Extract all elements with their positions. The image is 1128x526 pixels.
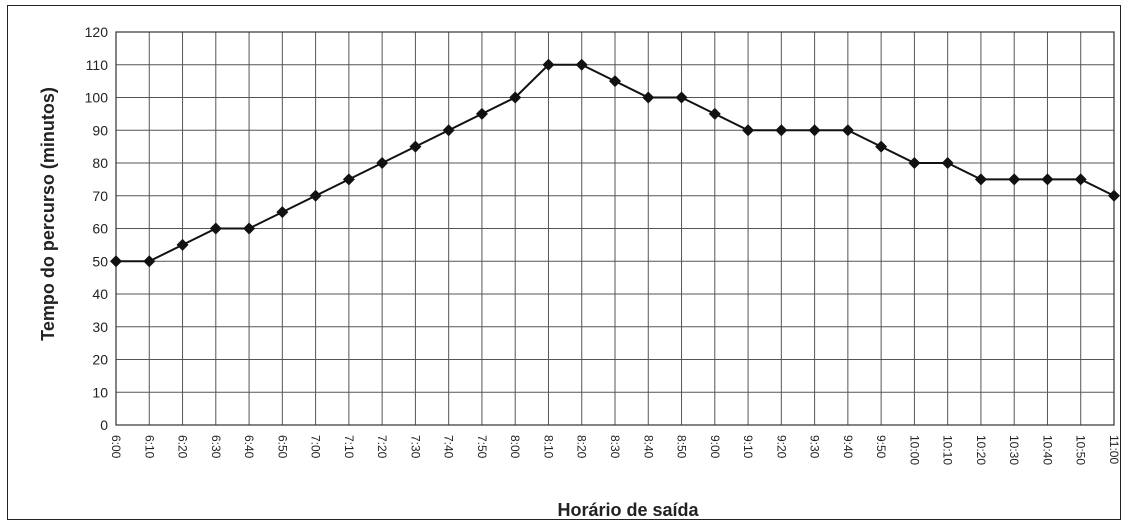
y-tick-label: 30	[92, 319, 108, 335]
data-point	[609, 75, 621, 88]
y-tick-label: 50	[92, 253, 108, 269]
data-point	[110, 255, 122, 268]
data-point	[509, 91, 522, 104]
data-point	[642, 91, 655, 104]
x-tick-label: 8:00	[508, 435, 522, 459]
data-point	[675, 91, 688, 104]
data-point	[143, 255, 156, 268]
x-axis-ticks: 6:00 6:10 6:20 6:30 6:40 6:50 7:00 7:10 7:20 7:30…	[109, 435, 1121, 465]
data-point	[376, 157, 389, 169]
x-tick-label: 10:10	[941, 435, 955, 465]
data-point	[309, 189, 322, 202]
x-tick-label: 9:40	[841, 435, 855, 459]
y-tick-label: 60	[92, 221, 108, 237]
data-point	[442, 124, 455, 137]
x-tick-label: 10:20	[974, 435, 988, 465]
y-axis-ticks: 0 10 20 30 40 50 60 70 80 90 100 110 120	[85, 24, 109, 433]
data-point	[575, 58, 588, 71]
y-tick-label: 20	[92, 352, 108, 368]
x-tick-label: 10:30	[1007, 435, 1021, 465]
x-tick-label: 7:00	[309, 435, 323, 459]
data-point	[974, 173, 987, 186]
data-point	[908, 157, 921, 169]
x-tick-label: 8:40	[641, 435, 655, 459]
y-tick-label: 40	[92, 286, 108, 302]
x-tick-label: 10:50	[1074, 435, 1088, 465]
data-point	[1108, 189, 1120, 202]
data-point	[1074, 173, 1087, 186]
y-tick-label: 0	[100, 417, 108, 433]
x-tick-label: 9:10	[741, 435, 755, 459]
data-point	[708, 107, 721, 120]
x-tick-label: 9:20	[774, 435, 788, 459]
plot-area-border	[115, 31, 1115, 426]
data-point	[475, 107, 488, 120]
data-point	[1008, 173, 1021, 186]
x-tick-label: 9:50	[874, 435, 888, 459]
x-tick-label: 6:40	[242, 435, 256, 459]
x-tick-label: 11:00	[1107, 435, 1121, 464]
y-axis-title: Tempo do percurso (minutos)	[38, 87, 58, 341]
data-point	[276, 206, 289, 219]
data-point	[209, 222, 222, 235]
x-tick-label: 8:10	[541, 435, 555, 459]
y-tick-label: 70	[92, 188, 108, 204]
data-point	[1041, 173, 1054, 186]
data-point	[941, 157, 954, 169]
x-tick-label: 7:40	[442, 435, 456, 459]
x-tick-label: 6:00	[109, 435, 123, 459]
data-point	[409, 140, 422, 153]
y-tick-label: 10	[92, 384, 108, 400]
data-point	[176, 238, 189, 251]
x-tick-label: 7:30	[408, 435, 422, 459]
y-tick-label: 80	[92, 155, 108, 171]
chart-frame: 0 10 20 30 40 50 60 70 80 90 100 110 120 6:00 6:10 6:2…	[7, 5, 1121, 520]
x-tick-label: 7:50	[475, 435, 489, 459]
data-point	[742, 124, 755, 137]
data-point	[841, 124, 854, 137]
x-tick-label: 7:20	[375, 435, 389, 459]
x-tick-label: 6:50	[275, 435, 289, 459]
x-axis-title: Horário de saída	[557, 500, 699, 520]
x-tick-label: 9:00	[708, 435, 722, 459]
data-point	[808, 124, 821, 137]
x-tick-label: 7:10	[342, 435, 356, 459]
y-tick-label: 110	[86, 57, 109, 73]
y-tick-label: 120	[85, 24, 109, 40]
data-point	[342, 173, 355, 186]
x-tick-label: 8:30	[608, 435, 622, 459]
grid	[115, 31, 1115, 426]
x-tick-label: 6:10	[142, 435, 156, 459]
y-tick-label: 90	[92, 122, 108, 138]
data-point	[243, 222, 256, 235]
line-chart: 0 10 20 30 40 50 60 70 80 90 100 110 120 6:00 6:10 6:2…	[38, 24, 1121, 520]
x-tick-label: 6:30	[209, 435, 223, 459]
x-tick-label: 10:00	[907, 435, 921, 465]
series	[110, 58, 1120, 268]
x-tick-label: 9:30	[808, 435, 822, 459]
x-tick-label: 8:20	[575, 435, 589, 459]
data-point	[542, 58, 555, 71]
data-point	[875, 140, 888, 153]
y-tick-label: 100	[85, 90, 109, 106]
x-tick-label: 8:50	[675, 435, 689, 459]
data-point	[775, 124, 788, 137]
x-tick-label: 6:20	[176, 435, 190, 459]
x-tick-label: 10:40	[1040, 435, 1054, 465]
